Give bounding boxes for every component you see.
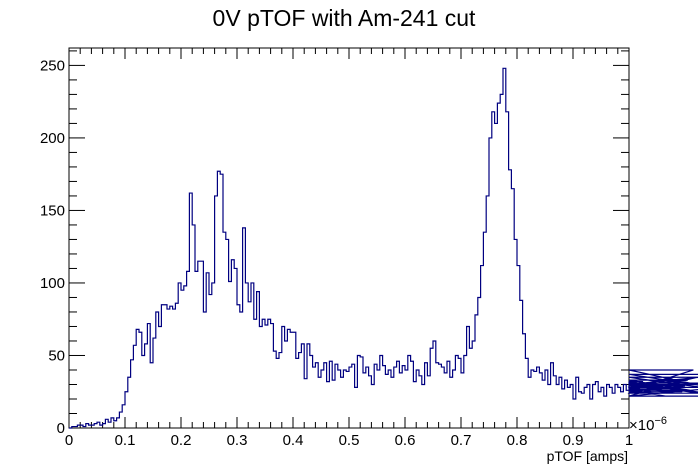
x-tick-label: 0 <box>65 432 73 449</box>
x-tick-label: 0.1 <box>115 432 136 449</box>
x-tick-label: 0.2 <box>171 432 192 449</box>
x-axis-tick-labels: 0 0.1 0.2 0.3 0.4 0.5 0.6 0.7 0.8 0.9 1 <box>65 432 633 449</box>
y-tick-label: 200 <box>40 130 65 147</box>
x-axis-multiplier-base: ×10 <box>629 417 654 434</box>
y-axis-ticks <box>69 50 629 429</box>
y-tick-label: 250 <box>40 57 65 74</box>
x-tick-label: 0.9 <box>563 432 584 449</box>
y-tick-label: 100 <box>40 275 65 292</box>
y-tick-label: 0 <box>57 420 65 437</box>
histogram-series-line <box>69 67 698 429</box>
x-axis-ticks <box>68 48 630 428</box>
y-tick-label: 50 <box>48 347 65 364</box>
x-tick-label: 0.8 <box>507 432 528 449</box>
x-tick-label: 0.5 <box>339 432 360 449</box>
x-tick-label: 0.3 <box>227 432 248 449</box>
chart-title: 0V pTOF with Am-241 cut <box>213 5 477 31</box>
x-axis-multiplier-exponent: −6 <box>654 415 667 427</box>
x-tick-label: 1 <box>625 432 633 449</box>
x-axis-label: pTOF [amps] <box>547 448 628 464</box>
x-axis-multiplier: ×10−6 <box>629 415 667 434</box>
x-tick-label: 0.6 <box>395 432 416 449</box>
y-axis-tick-labels: 0 50 100 150 200 250 <box>40 57 65 437</box>
y-tick-label: 150 <box>40 202 65 219</box>
x-tick-label: 0.7 <box>451 432 472 449</box>
x-tick-label: 0.4 <box>283 432 304 449</box>
